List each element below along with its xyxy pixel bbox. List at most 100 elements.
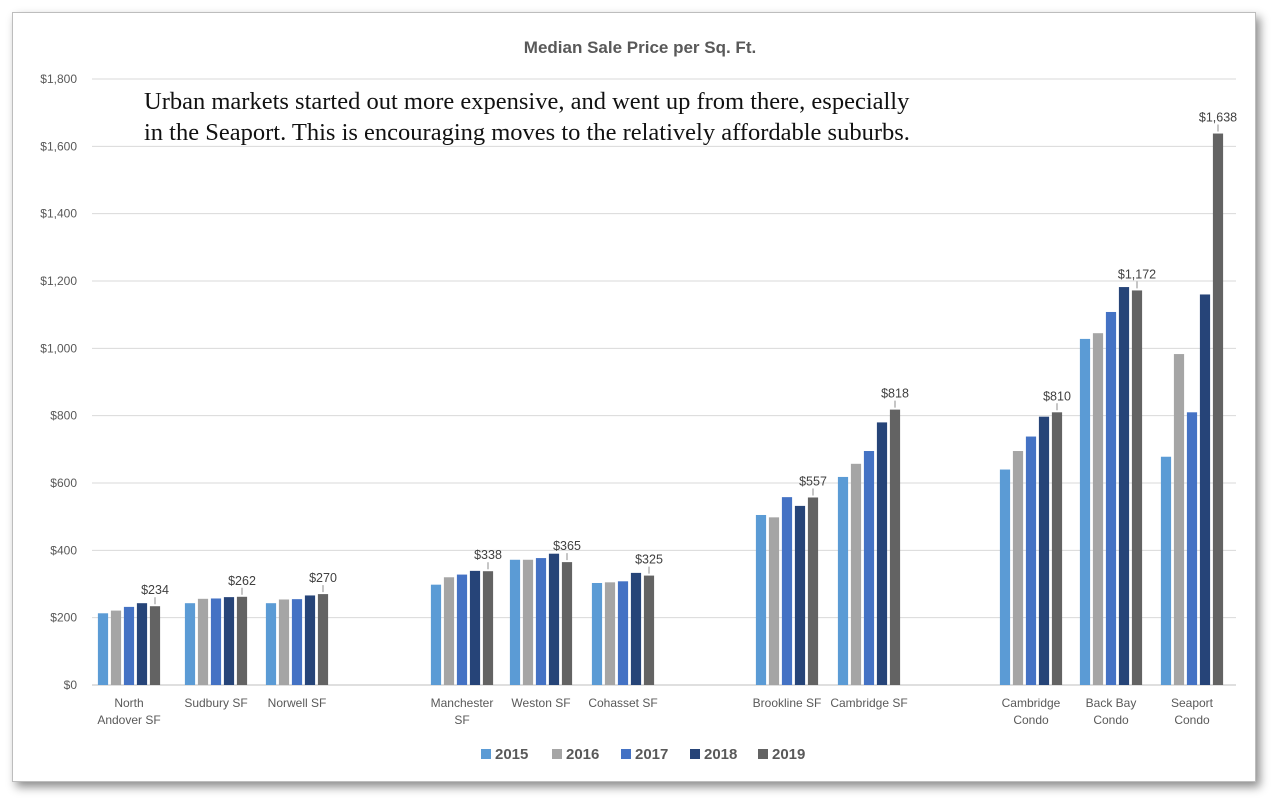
bar-2019 bbox=[482, 571, 494, 685]
bar-2016 bbox=[1012, 451, 1024, 685]
bar-2017 bbox=[535, 558, 547, 685]
bar-2019 bbox=[1131, 290, 1143, 685]
x-category-label: North Andover SF bbox=[97, 696, 160, 727]
bar-2016 bbox=[1092, 333, 1104, 685]
x-category-label: Seaport Condo bbox=[1171, 696, 1214, 727]
y-tick-label: $600 bbox=[50, 476, 77, 490]
legend-swatch-2019 bbox=[758, 749, 768, 759]
data-label: $262 bbox=[228, 574, 256, 588]
legend: 2015 2016 2017 2018 2019 bbox=[481, 746, 805, 763]
bar-2019 bbox=[1212, 133, 1224, 686]
bar-2015 bbox=[97, 613, 109, 685]
bar-2017 bbox=[291, 599, 303, 685]
bar-2015 bbox=[999, 469, 1011, 685]
bar-2016 bbox=[604, 582, 616, 685]
legend-label-2017: 2017 bbox=[635, 746, 668, 763]
x-category-label: Cambridge SF bbox=[830, 696, 907, 710]
bar-2016 bbox=[522, 559, 534, 685]
data-label: $365 bbox=[553, 539, 581, 553]
bar-2017 bbox=[210, 598, 222, 685]
y-tick-label: $200 bbox=[50, 611, 77, 625]
bar-2017 bbox=[781, 497, 793, 685]
x-category-label: Cambridge Condo bbox=[1002, 696, 1061, 727]
data-label: $557 bbox=[799, 474, 827, 488]
y-tick-label: $1,200 bbox=[40, 274, 77, 288]
bar-2017 bbox=[1186, 412, 1198, 685]
data-label: $810 bbox=[1043, 389, 1071, 403]
bar-2019 bbox=[889, 409, 901, 685]
y-tick-label: $1,000 bbox=[40, 341, 77, 355]
bar-2017 bbox=[1025, 436, 1037, 685]
bar-2015 bbox=[430, 584, 442, 685]
bar-2016 bbox=[768, 517, 780, 685]
bar-2016 bbox=[850, 463, 862, 685]
x-category-label: Weston SF bbox=[511, 696, 570, 710]
bar-2018 bbox=[1199, 294, 1211, 685]
y-tick-label: $400 bbox=[50, 543, 77, 557]
x-category-label: Cohasset SF bbox=[588, 696, 657, 710]
bar-2018 bbox=[876, 422, 888, 685]
annotation-text: Urban markets started out more expensive… bbox=[144, 88, 910, 146]
bar-2019 bbox=[561, 562, 573, 685]
bar-2018 bbox=[794, 505, 806, 685]
bar-2015 bbox=[1079, 338, 1091, 685]
bar-2017 bbox=[1105, 311, 1117, 685]
x-category-label: Manchester SF bbox=[431, 696, 494, 727]
bar-2018 bbox=[1118, 287, 1130, 685]
bar-2015 bbox=[265, 603, 277, 685]
bar-2015 bbox=[509, 559, 521, 685]
legend-label-2019: 2019 bbox=[772, 746, 805, 763]
bar-2015 bbox=[1160, 456, 1172, 685]
legend-swatch-2018 bbox=[690, 749, 700, 759]
bar-2017 bbox=[617, 581, 629, 685]
bar-2016 bbox=[278, 599, 290, 685]
legend-swatch-2017 bbox=[621, 749, 631, 759]
data-label: $1,172 bbox=[1118, 267, 1156, 281]
legend-swatch-2015 bbox=[481, 749, 491, 759]
bar-2017 bbox=[123, 606, 135, 685]
legend-label-2016: 2016 bbox=[566, 746, 599, 763]
bar-2017 bbox=[863, 451, 875, 685]
bar-2018 bbox=[1038, 416, 1050, 685]
legend-label-2015: 2015 bbox=[495, 746, 528, 763]
x-category-label: Norwell SF bbox=[268, 696, 327, 710]
bar-2018 bbox=[469, 570, 481, 685]
legend-label-2018: 2018 bbox=[704, 746, 737, 763]
bar-2018 bbox=[548, 553, 560, 685]
data-label: $325 bbox=[635, 553, 663, 567]
x-category-label: Sudbury SF bbox=[184, 696, 247, 710]
legend-swatch-2016 bbox=[552, 749, 562, 759]
data-label: $818 bbox=[881, 387, 909, 401]
bar-2015 bbox=[837, 476, 849, 685]
gridlines bbox=[92, 78, 1236, 686]
bar-2019 bbox=[236, 596, 248, 685]
bar-2019 bbox=[807, 497, 819, 685]
y-tick-label: $1,600 bbox=[40, 139, 77, 153]
data-labels: $234 $262 $270 $338 $365 $325 $557 $818 $810 $1,1… bbox=[141, 111, 1237, 605]
bar-2018 bbox=[223, 597, 235, 685]
bar-2017 bbox=[456, 574, 468, 685]
y-axis-tick-labels: $0 $200 $400 $600 $800 $1,000 $1,200 $1,400 $1,6… bbox=[40, 72, 77, 692]
data-label: $1,638 bbox=[1199, 111, 1237, 125]
bar-2019 bbox=[643, 575, 655, 685]
bar-2016 bbox=[443, 577, 455, 685]
bar-2019 bbox=[149, 606, 161, 685]
x-category-label: Brookline SF bbox=[753, 696, 822, 710]
y-tick-label: $1,400 bbox=[40, 207, 77, 221]
data-label: $270 bbox=[309, 571, 337, 585]
y-tick-label: $0 bbox=[64, 678, 78, 692]
bar-2016 bbox=[197, 598, 209, 685]
bar-2015 bbox=[591, 582, 603, 685]
data-label: $338 bbox=[474, 548, 502, 562]
x-axis-category-labels: North Andover SF Sudbury SF Norwell SF Manch… bbox=[97, 696, 1213, 727]
bar-2015 bbox=[184, 603, 196, 685]
bar-2018 bbox=[304, 595, 316, 685]
y-tick-label: $1,800 bbox=[40, 72, 77, 86]
chart-title: Median Sale Price per Sq. Ft. bbox=[524, 38, 756, 57]
data-label: $234 bbox=[141, 583, 169, 597]
bars bbox=[97, 133, 1224, 686]
bar-2019 bbox=[317, 594, 329, 685]
bar-2018 bbox=[136, 603, 148, 685]
y-tick-label: $800 bbox=[50, 409, 77, 423]
